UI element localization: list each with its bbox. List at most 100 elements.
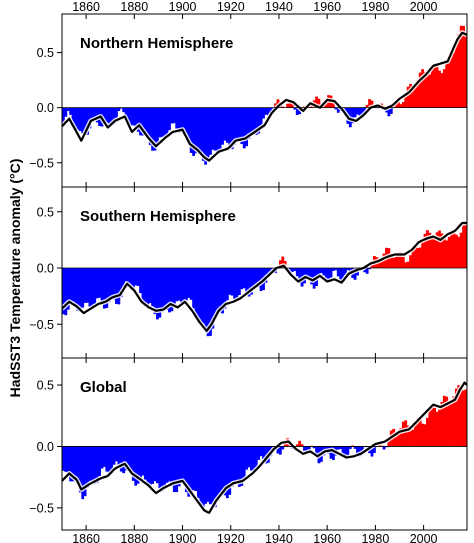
anomaly-bar <box>252 107 256 133</box>
anomaly-bar <box>223 446 227 496</box>
anomaly-bar <box>177 268 181 301</box>
anomaly-bar <box>421 241 425 268</box>
anomaly-bar <box>225 107 229 143</box>
anomaly-bar <box>218 446 222 494</box>
anomaly-bar <box>233 107 236 145</box>
anomaly-bar <box>115 446 118 462</box>
anomaly-bar <box>353 446 357 449</box>
anomaly-bar <box>413 85 417 108</box>
anomaly-bar <box>180 446 183 482</box>
anomaly-bar <box>291 102 294 108</box>
anomaly-bar <box>423 233 427 268</box>
anomaly-bar <box>462 390 465 447</box>
anomaly-bar <box>322 268 326 276</box>
smoothed-series-line <box>62 31 467 162</box>
panel-title-global: Global <box>80 379 127 396</box>
anomaly-bar <box>110 268 114 298</box>
anomaly-bar <box>168 107 171 131</box>
panels-group: −0.5 0.0 0.5 1860 1880 1900 1920 1940 1960 1980 20… <box>29 0 467 543</box>
anomaly-bar <box>257 107 261 134</box>
anomaly-bar <box>423 71 427 108</box>
anomaly-bar <box>365 104 369 108</box>
anomaly-bar <box>397 252 400 268</box>
anomaly-bar <box>380 445 384 447</box>
anomaly-bar <box>307 446 311 450</box>
anomaly-bar <box>450 231 453 268</box>
anomaly-bar <box>433 63 437 108</box>
anomaly-bar <box>324 268 328 282</box>
smoothed-series-line <box>62 221 467 333</box>
anomaly-bar <box>358 107 362 116</box>
anomaly-bar <box>86 446 89 488</box>
anomaly-bar <box>445 62 449 108</box>
anomaly-bar <box>233 268 236 300</box>
panel-title-nh: Northern Hemisphere <box>80 35 233 52</box>
anomaly-bar <box>107 107 111 124</box>
anomaly-bar <box>110 446 114 472</box>
anomaly-bar <box>351 445 355 447</box>
anomaly-bar <box>433 236 437 268</box>
anomaly-bar <box>206 268 210 337</box>
anomaly-bar <box>416 247 420 268</box>
anomaly-bar <box>336 107 340 113</box>
anomaly-bar <box>382 446 386 450</box>
anomaly-bar <box>454 388 458 447</box>
y-tick-label: 0.0 <box>37 262 54 276</box>
anomaly-bar <box>211 446 215 508</box>
anomaly-bar <box>105 268 109 308</box>
anomaly-bar <box>177 107 181 133</box>
anomaly-bar <box>281 106 285 108</box>
anomaly-bar <box>192 107 195 156</box>
anomaly-bar <box>71 268 75 302</box>
anomaly-bar <box>175 446 179 493</box>
anomaly-bar <box>389 107 393 114</box>
anomaly-bar <box>76 446 80 483</box>
anomaly-bar <box>182 446 186 484</box>
anomaly-bar <box>165 268 169 310</box>
anomaly-bar <box>223 268 227 309</box>
anomaly-bar <box>295 444 299 447</box>
anomaly-bar <box>225 446 229 499</box>
anomaly-bar <box>213 268 217 319</box>
anomaly-bar <box>442 238 446 268</box>
plot-area-global <box>62 380 467 516</box>
anomaly-bar <box>81 268 85 308</box>
anomaly-bar <box>90 268 94 309</box>
y-tick-label: −0.5 <box>29 318 54 332</box>
anomaly-bar <box>428 408 432 447</box>
anomaly-bar <box>430 236 434 268</box>
anomaly-bar <box>245 446 249 470</box>
anomaly-bar <box>300 444 304 447</box>
smoothed-series-line <box>62 381 467 514</box>
anomaly-bar <box>228 446 232 495</box>
anomaly-bar <box>127 446 130 470</box>
anomaly-bar <box>206 107 210 162</box>
anomaly-bar <box>295 107 299 115</box>
anomaly-bar <box>245 107 249 147</box>
anomaly-bar <box>78 107 82 132</box>
anomaly-bar <box>117 446 121 466</box>
anomaly-bar <box>209 107 212 155</box>
anomaly-bar <box>136 107 140 132</box>
anomaly-bar <box>266 268 270 275</box>
anomaly-bar <box>83 268 87 303</box>
anomaly-bar <box>440 233 444 268</box>
anomaly-bar <box>353 268 357 280</box>
anomaly-bar <box>127 107 130 125</box>
anomaly-bar <box>372 446 376 454</box>
anomaly-bar <box>141 268 145 302</box>
anomaly-bar <box>175 268 179 302</box>
anomaly-bar <box>95 107 99 123</box>
anomaly-bar <box>228 268 232 295</box>
anomaly-bar <box>286 103 290 108</box>
x-tick-label-bottom: 1880 <box>120 532 148 543</box>
anomaly-bar <box>93 268 97 305</box>
anomaly-bar <box>360 107 364 118</box>
anomaly-bar <box>74 268 77 306</box>
panel-title-sh: Southern Hemisphere <box>80 208 236 225</box>
anomaly-bar <box>438 230 441 268</box>
anomaly-bar <box>129 268 133 290</box>
anomaly-bar <box>192 268 195 309</box>
x-tick-label-top: 2000 <box>410 0 438 14</box>
anomaly-bar <box>148 107 152 145</box>
